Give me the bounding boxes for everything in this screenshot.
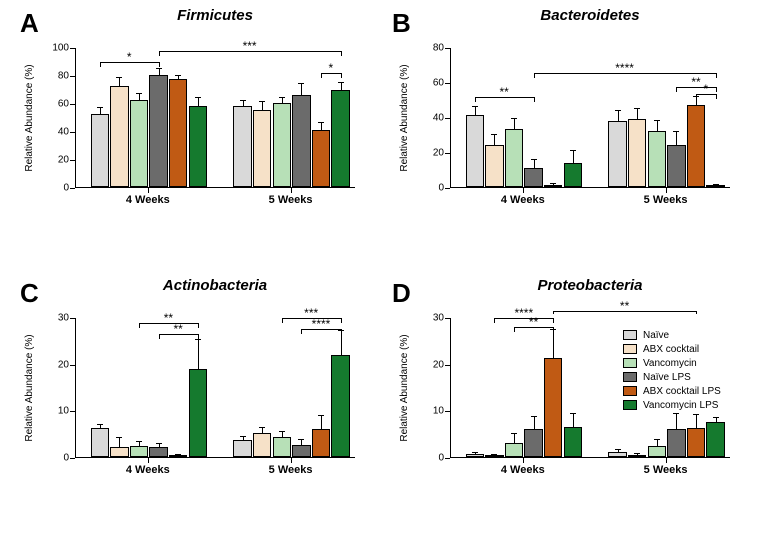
error-bar [573, 414, 574, 428]
significance-stars: **** [514, 308, 533, 318]
error-cap [693, 414, 699, 415]
error-bar [716, 418, 717, 423]
x-tick [666, 458, 667, 463]
legend-row: ABX cocktail LPS [623, 384, 721, 398]
error-cap [713, 417, 719, 418]
legend-row: Naïve LPS [623, 370, 721, 384]
bar-abx_lps [687, 428, 705, 457]
bar-naive [608, 452, 626, 457]
y-tick [445, 318, 450, 319]
y-tick-label: 20 [416, 359, 444, 370]
error-cap [531, 416, 537, 417]
legend-label: Vancomycin LPS [643, 400, 718, 411]
panel-D: DProteobacteria********0102030Relative A… [0, 0, 759, 541]
y-tick-label: 10 [416, 406, 444, 417]
error-cap [615, 449, 621, 450]
y-tick [445, 411, 450, 412]
bar-naive_lps [667, 429, 685, 457]
x-tick [523, 458, 524, 463]
panel-letter: D [392, 278, 411, 309]
legend-swatch [623, 400, 637, 410]
y-tick [445, 365, 450, 366]
bar-abx [628, 455, 646, 457]
bar-abx_lps [544, 358, 562, 457]
error-bar [676, 414, 677, 430]
error-cap [570, 413, 576, 414]
bar-naive_lps [524, 429, 542, 457]
legend-label: ABX cocktail [643, 344, 699, 355]
x-group-label: 5 Weeks [644, 464, 688, 476]
legend-label: Naïve LPS [643, 372, 691, 383]
error-cap [550, 329, 556, 330]
error-cap [673, 413, 679, 414]
legend-row: Naïve [623, 328, 721, 342]
error-bar [553, 329, 554, 357]
y-tick [445, 458, 450, 459]
error-cap [654, 439, 660, 440]
error-bar [696, 415, 697, 428]
figure: AFirmicutes*****020406080100Relative Abu… [0, 0, 759, 541]
legend-label: Vancomycin [643, 358, 697, 369]
y-tick-label: 0 [416, 453, 444, 464]
panel-title: Proteobacteria [450, 277, 730, 294]
bar-vanc_lps [706, 422, 724, 457]
error-cap [491, 454, 497, 455]
legend-row: Vancomycin [623, 356, 721, 370]
significance-stars: ** [529, 317, 538, 327]
bar-vanc [505, 443, 523, 457]
legend-label: ABX cocktail LPS [643, 386, 721, 397]
legend: Naïve ABX cocktail Vancomycin Naïve LPS ABX … [623, 328, 721, 412]
legend-swatch [623, 344, 637, 354]
bar-vanc [648, 446, 666, 457]
legend-swatch [623, 386, 637, 396]
y-tick-label: 30 [416, 313, 444, 324]
x-group-label: 4 Weeks [501, 464, 545, 476]
error-cap [634, 453, 640, 454]
error-bar [514, 434, 515, 443]
error-cap [511, 433, 517, 434]
legend-row: Vancomycin LPS [623, 398, 721, 412]
significance-stars: ** [620, 301, 629, 311]
legend-swatch [623, 330, 637, 340]
error-bar [657, 439, 658, 446]
legend-label: Naïve [643, 330, 669, 341]
bar-naive [466, 454, 484, 457]
bar-vanc_lps [564, 427, 582, 457]
y-axis-title: Relative Abundance (%) [399, 334, 410, 441]
error-cap [472, 452, 478, 453]
legend-swatch [623, 358, 637, 368]
error-bar [534, 416, 535, 428]
legend-row: ABX cocktail [623, 342, 721, 356]
legend-swatch [623, 372, 637, 382]
